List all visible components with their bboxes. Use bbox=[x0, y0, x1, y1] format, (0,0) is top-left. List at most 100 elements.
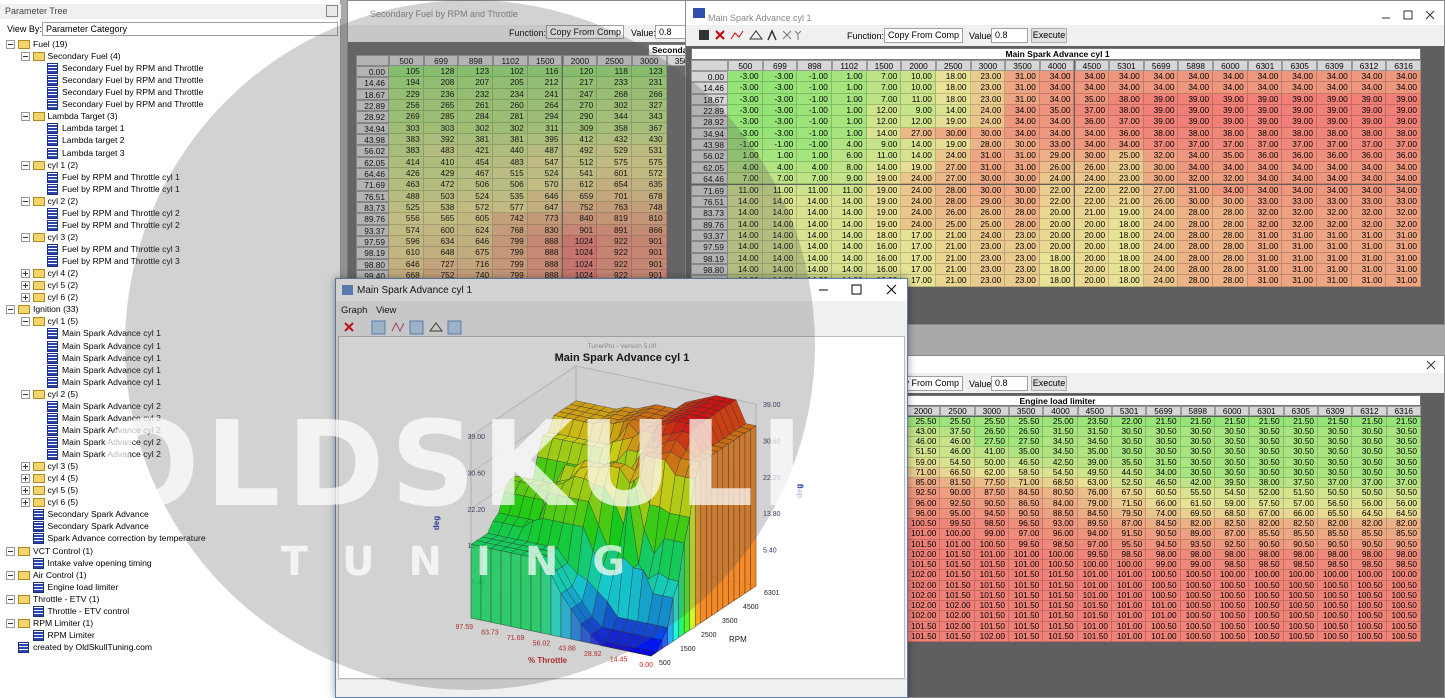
table-cell[interactable]: 23.00 bbox=[1005, 275, 1040, 287]
table-cell[interactable]: 19.00 bbox=[866, 207, 902, 219]
table-cell[interactable]: 34.00 bbox=[1039, 71, 1075, 83]
table-cell[interactable]: 31.00 bbox=[1351, 241, 1387, 253]
table-cell[interactable]: 34.00 bbox=[1039, 82, 1075, 94]
save-icon[interactable] bbox=[699, 30, 709, 40]
tree-folder[interactable]: Ignition (33) bbox=[33, 304, 79, 315]
table-cell[interactable]: 270 bbox=[562, 99, 598, 112]
table-cell[interactable]: 381 bbox=[458, 133, 494, 146]
table-cell[interactable]: 23.00 bbox=[970, 93, 1006, 106]
table-cell[interactable]: 888 bbox=[527, 247, 563, 259]
table-cell[interactable]: 37.00 bbox=[1109, 116, 1144, 128]
tree-item[interactable]: Main Spark Advance cyl 1 bbox=[62, 376, 161, 387]
table-cell[interactable]: 32.00 bbox=[1282, 207, 1318, 219]
table-cell[interactable]: 30.50 bbox=[1352, 447, 1387, 458]
table-cell[interactable]: 20.00 bbox=[1039, 218, 1075, 230]
table-cell[interactable]: 18.00 bbox=[1039, 263, 1075, 276]
table-cell[interactable]: 32.00 bbox=[1386, 207, 1421, 219]
table-cell[interactable]: 19.00 bbox=[901, 161, 936, 174]
table-cell[interactable]: 605 bbox=[458, 213, 494, 225]
table-cell[interactable]: 1.00 bbox=[762, 150, 798, 162]
table-cell[interactable]: 467 bbox=[458, 167, 494, 180]
table-cell[interactable]: 42.50 bbox=[1043, 457, 1078, 468]
tree-item[interactable]: Intake valve opening timing bbox=[47, 557, 152, 568]
table-cell[interactable]: 34.00 bbox=[1317, 173, 1352, 185]
table-cell[interactable]: 30.00 bbox=[1178, 195, 1214, 208]
table-cell[interactable]: 30.50 bbox=[1352, 467, 1387, 478]
table-cell[interactable]: 34.00 bbox=[1386, 184, 1421, 196]
table-cell[interactable]: 30.50 bbox=[1180, 436, 1215, 448]
table-cell[interactable]: 90.50 bbox=[1249, 539, 1284, 550]
table-cell[interactable]: 34.00 bbox=[1074, 71, 1110, 83]
table-cell[interactable]: 410 bbox=[423, 156, 459, 168]
table-cell[interactable]: 80.50 bbox=[1043, 488, 1078, 499]
table-cell[interactable]: 28.00 bbox=[935, 195, 971, 208]
table-cell[interactable]: 31.00 bbox=[1317, 275, 1352, 287]
table-cell[interactable]: 34.00 bbox=[1039, 116, 1075, 128]
table-cell[interactable]: 46.50 bbox=[1008, 457, 1044, 468]
table-cell[interactable]: 34.00 bbox=[1074, 139, 1110, 151]
table-cell[interactable]: 646 bbox=[389, 258, 424, 270]
table-cell[interactable]: 14.00 bbox=[797, 241, 832, 253]
table-cell[interactable]: 17.00 bbox=[901, 275, 936, 287]
table-cell[interactable]: 39.00 bbox=[1351, 93, 1387, 106]
table-cell[interactable]: 14.00 bbox=[728, 263, 763, 276]
table-cell[interactable]: 303 bbox=[389, 122, 424, 134]
table-cell[interactable]: 34.00 bbox=[1074, 82, 1110, 94]
table-cell[interactable]: 82.00 bbox=[1249, 518, 1284, 530]
table-cell[interactable]: 194 bbox=[389, 77, 424, 89]
table-cell[interactable]: 101.50 bbox=[974, 559, 1009, 571]
table-cell[interactable]: 100.50 bbox=[1249, 600, 1284, 612]
table-cell[interactable]: 25.50 bbox=[1008, 416, 1044, 427]
table-cell[interactable]: 116 bbox=[527, 66, 563, 78]
table-cell[interactable]: 100.50 bbox=[1386, 580, 1421, 591]
table-cell[interactable]: 31.00 bbox=[1317, 263, 1352, 276]
table-cell[interactable]: 21.50 bbox=[1317, 416, 1353, 427]
table-cell[interactable]: 30.00 bbox=[1213, 195, 1248, 208]
table-cell[interactable]: 18.00 bbox=[1109, 263, 1144, 276]
table-cell[interactable]: 50.50 bbox=[1352, 488, 1387, 499]
table-cell[interactable]: 32.00 bbox=[1317, 207, 1352, 219]
tree-item[interactable]: Main Spark Advance cyl 1 bbox=[62, 352, 161, 363]
table-cell[interactable]: 429 bbox=[423, 167, 459, 180]
tree-folder[interactable]: cyl 1 (5) bbox=[47, 316, 79, 327]
table-cell[interactable]: 102.00 bbox=[906, 570, 941, 581]
table-cell[interactable]: 30.00 bbox=[1143, 173, 1179, 185]
table-cell[interactable]: 19.00 bbox=[866, 218, 902, 230]
table-cell[interactable]: 101.50 bbox=[906, 631, 941, 642]
table-cell[interactable]: 701 bbox=[597, 190, 632, 202]
table-cell[interactable]: 39.00 bbox=[1351, 105, 1387, 117]
table-cell[interactable]: 82.50 bbox=[1214, 518, 1250, 530]
table-cell[interactable]: 100.50 bbox=[1214, 580, 1250, 591]
table-cell[interactable]: 22.00 bbox=[1039, 195, 1075, 208]
table-cell[interactable]: 647 bbox=[527, 201, 563, 214]
table-cell[interactable]: 31.00 bbox=[1386, 263, 1421, 276]
table-cell[interactable]: 31.00 bbox=[1005, 161, 1040, 174]
table-cell[interactable]: 30.50 bbox=[1146, 436, 1181, 448]
table-cell[interactable]: 30.50 bbox=[1214, 467, 1250, 478]
table-cell[interactable]: 34.00 bbox=[1005, 127, 1040, 140]
tree-item[interactable]: Engine load limiter bbox=[47, 581, 119, 592]
table-cell[interactable]: 101.00 bbox=[1111, 600, 1147, 612]
table-cell[interactable]: 30.50 bbox=[1214, 436, 1250, 448]
table-cell[interactable]: 773 bbox=[527, 213, 563, 225]
table-cell[interactable]: 32.00 bbox=[1247, 207, 1283, 219]
expander[interactable] bbox=[20, 52, 30, 62]
table-cell[interactable]: 30.50 bbox=[1283, 436, 1318, 448]
table-cell[interactable]: 32.00 bbox=[1178, 173, 1214, 185]
table-cell[interactable]: 14.00 bbox=[831, 218, 867, 230]
table-cell[interactable]: 19.00 bbox=[935, 139, 971, 151]
table-cell[interactable]: 14.00 bbox=[831, 241, 867, 253]
table-cell[interactable]: -3.00 bbox=[762, 105, 798, 117]
table-cell[interactable]: 100.50 bbox=[1249, 580, 1284, 591]
table-cell[interactable]: 65.50 bbox=[1317, 508, 1353, 519]
table-cell[interactable]: 810 bbox=[631, 213, 667, 225]
table-cell[interactable]: 38.00 bbox=[1282, 127, 1318, 140]
table-cell[interactable]: 33.00 bbox=[1247, 195, 1283, 208]
table-cell[interactable]: 96.00 bbox=[1043, 529, 1078, 540]
table-cell[interactable]: 395 bbox=[527, 133, 563, 146]
table-cell[interactable]: 14.00 bbox=[728, 241, 763, 253]
table-cell[interactable]: 30.50 bbox=[1352, 426, 1387, 437]
table-cell[interactable]: 208 bbox=[423, 77, 459, 89]
table-cell[interactable]: 30.50 bbox=[1180, 467, 1215, 478]
table-cell[interactable]: 34.00 bbox=[1213, 71, 1248, 83]
